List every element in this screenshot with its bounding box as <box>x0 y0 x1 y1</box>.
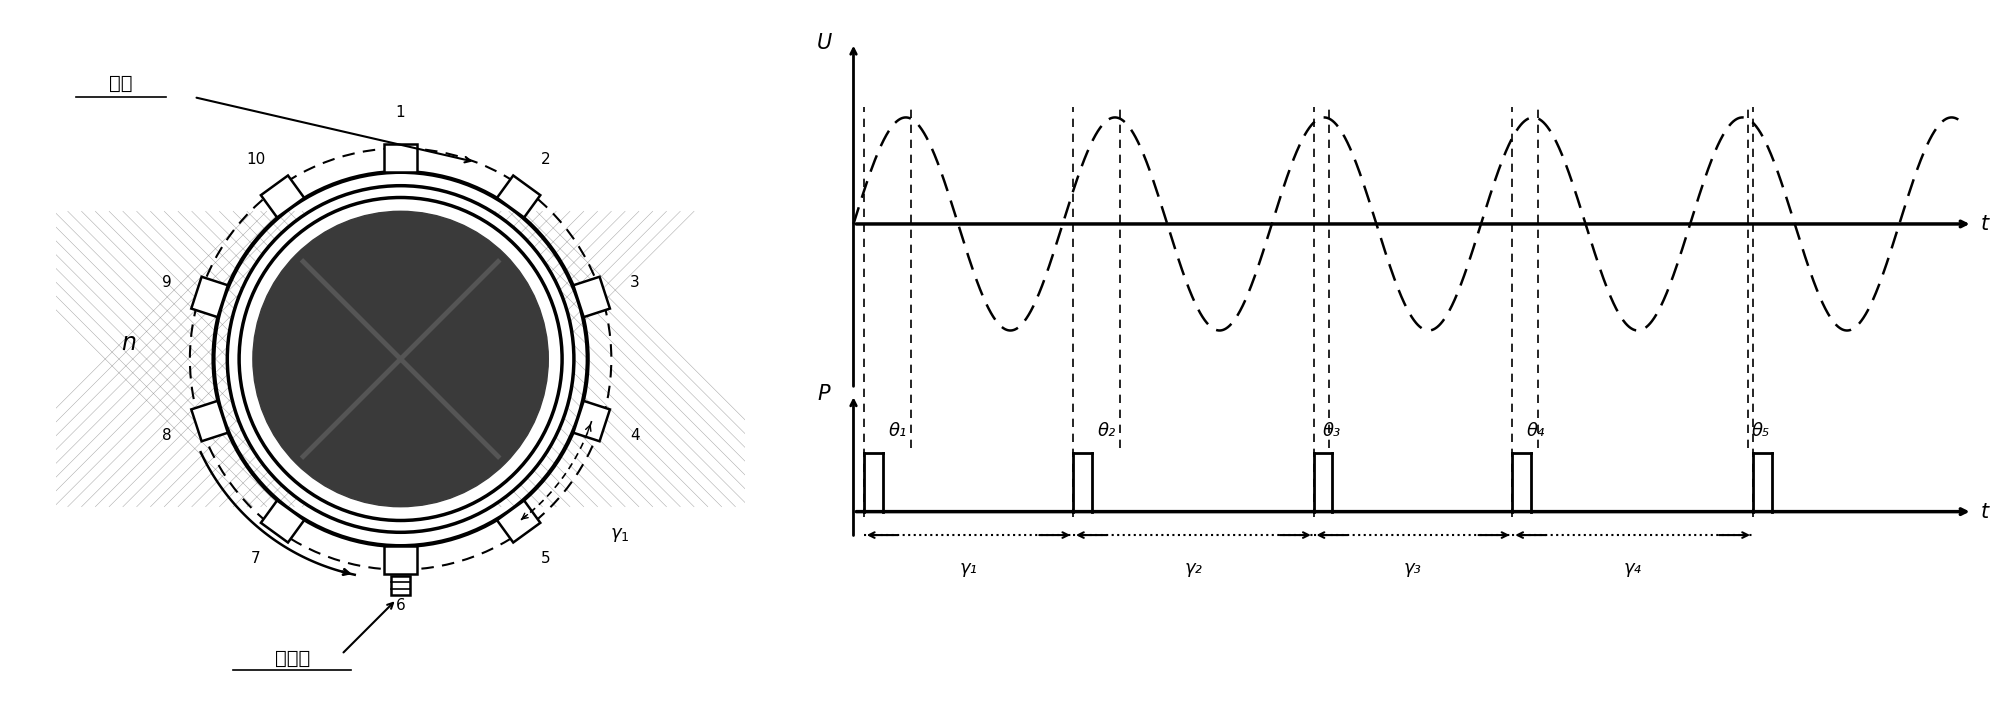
Circle shape <box>252 211 549 507</box>
Text: γ₄: γ₄ <box>1624 559 1642 577</box>
Text: 9: 9 <box>162 276 172 290</box>
Text: 5: 5 <box>541 551 551 566</box>
Text: P: P <box>817 384 831 404</box>
Polygon shape <box>497 500 541 543</box>
Polygon shape <box>385 144 417 172</box>
Text: θ₁: θ₁ <box>889 422 907 440</box>
Polygon shape <box>260 175 304 218</box>
Text: γ₁: γ₁ <box>959 559 977 577</box>
Circle shape <box>226 186 575 532</box>
Polygon shape <box>190 401 228 442</box>
Circle shape <box>252 211 549 507</box>
Circle shape <box>226 186 575 532</box>
Text: $\gamma_1$: $\gamma_1$ <box>609 526 629 544</box>
Text: 3: 3 <box>629 276 639 290</box>
Text: t: t <box>1981 502 1989 522</box>
Text: 10: 10 <box>246 152 266 167</box>
Polygon shape <box>385 546 417 574</box>
Polygon shape <box>260 500 304 543</box>
Text: 6: 6 <box>397 597 405 612</box>
Bar <box>391 576 411 595</box>
Text: t: t <box>1981 214 1989 234</box>
Text: 传感器: 传感器 <box>274 649 310 668</box>
Circle shape <box>252 211 549 507</box>
Text: γ₂: γ₂ <box>1184 559 1202 577</box>
Circle shape <box>252 211 549 507</box>
Text: θ₄: θ₄ <box>1526 422 1544 440</box>
Text: θ₃: θ₃ <box>1322 422 1342 440</box>
Text: 7: 7 <box>250 551 260 566</box>
Text: 2: 2 <box>541 152 551 167</box>
Polygon shape <box>190 276 228 317</box>
Polygon shape <box>573 276 611 317</box>
Text: 齿轮: 齿轮 <box>110 74 132 93</box>
Circle shape <box>226 186 575 532</box>
Text: 8: 8 <box>162 428 172 442</box>
Text: U: U <box>817 33 831 53</box>
Text: θ₅: θ₅ <box>1751 422 1771 440</box>
Text: 4: 4 <box>629 428 639 442</box>
Polygon shape <box>497 175 541 218</box>
Text: n: n <box>122 331 136 355</box>
Text: γ₃: γ₃ <box>1404 559 1422 577</box>
Polygon shape <box>573 401 611 442</box>
Text: θ₂: θ₂ <box>1098 422 1116 440</box>
Text: 1: 1 <box>397 106 405 121</box>
